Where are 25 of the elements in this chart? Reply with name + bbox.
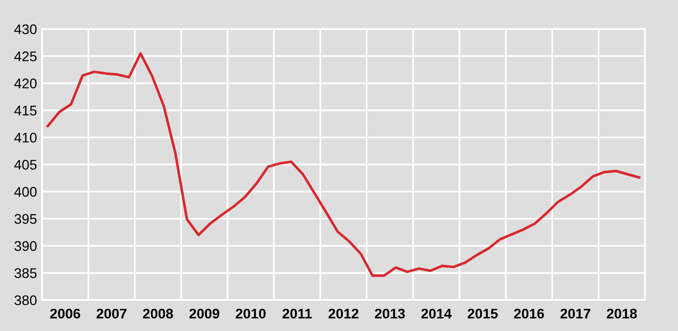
y-tick-label: 385 [14,268,37,278]
x-tick-label: 2018 [606,308,637,319]
x-tick-label: 2006 [50,308,80,319]
y-tick-label: 395 [14,214,37,224]
x-tick-label: 2017 [560,308,590,319]
y-tick-label: 425 [14,51,37,62]
y-tick-label: 405 [14,160,37,170]
x-tick-label: 2010 [236,308,266,319]
x-tick-label: 2016 [514,308,544,319]
x-tick-label: 2012 [328,308,358,319]
x-tick-label: 2014 [421,308,452,319]
y-tick-label: 390 [14,241,37,251]
y-tick-label: 420 [14,78,37,88]
line-series [46,52,640,277]
y-tick-label: 400 [14,186,37,197]
y-tick-label: 410 [14,132,37,143]
y-tick-label: 430 [14,24,37,34]
x-tick-label: 2013 [374,308,405,319]
x-tick-label: 2008 [142,308,173,319]
y-tick-label: 380 [14,295,37,306]
x-tick-label: 2015 [468,308,498,319]
y-tick-label: 415 [14,106,37,116]
x-tick-label: 2011 [282,308,312,319]
x-tick-label: 2009 [189,308,220,319]
x-tick-label: 2007 [96,308,126,319]
